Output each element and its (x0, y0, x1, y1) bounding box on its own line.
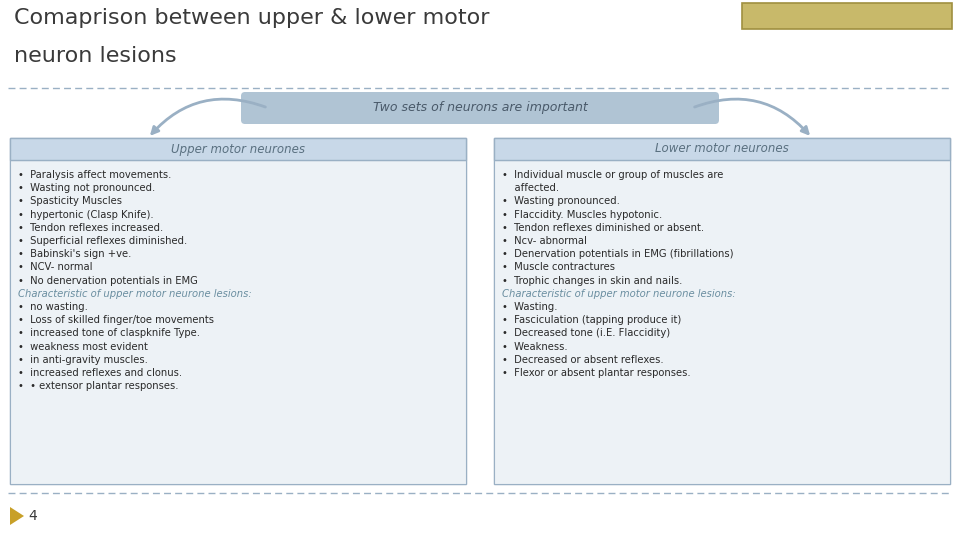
FancyBboxPatch shape (10, 160, 466, 484)
Text: •  Paralysis affect movements.: • Paralysis affect movements. (18, 170, 172, 180)
FancyBboxPatch shape (10, 138, 466, 484)
Text: •  Wasting pronounced.: • Wasting pronounced. (502, 197, 620, 206)
Text: •  Wasting.: • Wasting. (502, 302, 558, 312)
Text: •  Tendon reflexes diminished or absent.: • Tendon reflexes diminished or absent. (502, 223, 704, 233)
Text: •  Muscle contractures: • Muscle contractures (502, 262, 615, 272)
Text: •  in anti-gravity muscles.: • in anti-gravity muscles. (18, 355, 148, 365)
Text: •  Fasciculation (tapping produce it): • Fasciculation (tapping produce it) (502, 315, 682, 325)
Text: •  Decreased or absent reflexes.: • Decreased or absent reflexes. (502, 355, 663, 365)
FancyBboxPatch shape (494, 138, 950, 160)
Text: •  Decreased tone (i.E. Flaccidity): • Decreased tone (i.E. Flaccidity) (502, 328, 670, 339)
Text: Characteristic of upper motor neurone lesions:: Characteristic of upper motor neurone le… (18, 289, 252, 299)
Polygon shape (10, 507, 24, 525)
Text: •  Flexor or absent plantar responses.: • Flexor or absent plantar responses. (502, 368, 690, 378)
Text: •  Flaccidity. Muscles hypotonic.: • Flaccidity. Muscles hypotonic. (502, 210, 662, 220)
Text: •  Denervation potentials in EMG (fibrillations): • Denervation potentials in EMG (fibrill… (502, 249, 733, 259)
Text: Upper motor neurones: Upper motor neurones (171, 143, 305, 156)
Text: •  increased reflexes and clonus.: • increased reflexes and clonus. (18, 368, 182, 378)
Text: affected.: affected. (502, 183, 559, 193)
Text: •  Weakness.: • Weakness. (502, 342, 567, 352)
Text: Comaprison between upper & lower motor: Comaprison between upper & lower motor (14, 8, 490, 28)
Text: •  NCV- normal: • NCV- normal (18, 262, 92, 272)
Text: •  weakness most evident: • weakness most evident (18, 342, 148, 352)
FancyBboxPatch shape (742, 3, 952, 29)
Text: Characteristic of upper motor neurone lesions:: Characteristic of upper motor neurone le… (502, 289, 735, 299)
FancyBboxPatch shape (494, 138, 950, 484)
Text: 4: 4 (28, 509, 36, 523)
Text: •  no wasting.: • no wasting. (18, 302, 88, 312)
Text: •  • extensor plantar responses.: • • extensor plantar responses. (18, 381, 179, 391)
Text: ONLY IN MALES’ SLIDES: ONLY IN MALES’ SLIDES (778, 11, 916, 21)
Text: Two sets of neurons are important: Two sets of neurons are important (372, 102, 588, 114)
FancyBboxPatch shape (494, 160, 950, 484)
Text: •  Trophic changes in skin and nails.: • Trophic changes in skin and nails. (502, 275, 683, 286)
Text: neuron lesions: neuron lesions (14, 46, 177, 66)
Text: •  increased tone of claspknife Type.: • increased tone of claspknife Type. (18, 328, 200, 339)
Text: •  Ncv- abnormal: • Ncv- abnormal (502, 236, 587, 246)
Text: •  Superficial reflexes diminished.: • Superficial reflexes diminished. (18, 236, 187, 246)
Text: •  No denervation potentials in EMG: • No denervation potentials in EMG (18, 275, 198, 286)
Text: •  Individual muscle or group of muscles are: • Individual muscle or group of muscles … (502, 170, 724, 180)
Text: •  Babinski's sign +ve.: • Babinski's sign +ve. (18, 249, 132, 259)
Text: Lower motor neurones: Lower motor neurones (655, 143, 789, 156)
Text: •  Spasticity Muscles: • Spasticity Muscles (18, 197, 122, 206)
FancyBboxPatch shape (241, 92, 719, 124)
Text: •  Tendon reflexes increased.: • Tendon reflexes increased. (18, 223, 163, 233)
Text: •  hypertonic (Clasp Knife).: • hypertonic (Clasp Knife). (18, 210, 154, 220)
FancyBboxPatch shape (10, 138, 466, 160)
Text: •  Wasting not pronounced.: • Wasting not pronounced. (18, 183, 156, 193)
Text: •  Loss of skilled finger/toe movements: • Loss of skilled finger/toe movements (18, 315, 214, 325)
